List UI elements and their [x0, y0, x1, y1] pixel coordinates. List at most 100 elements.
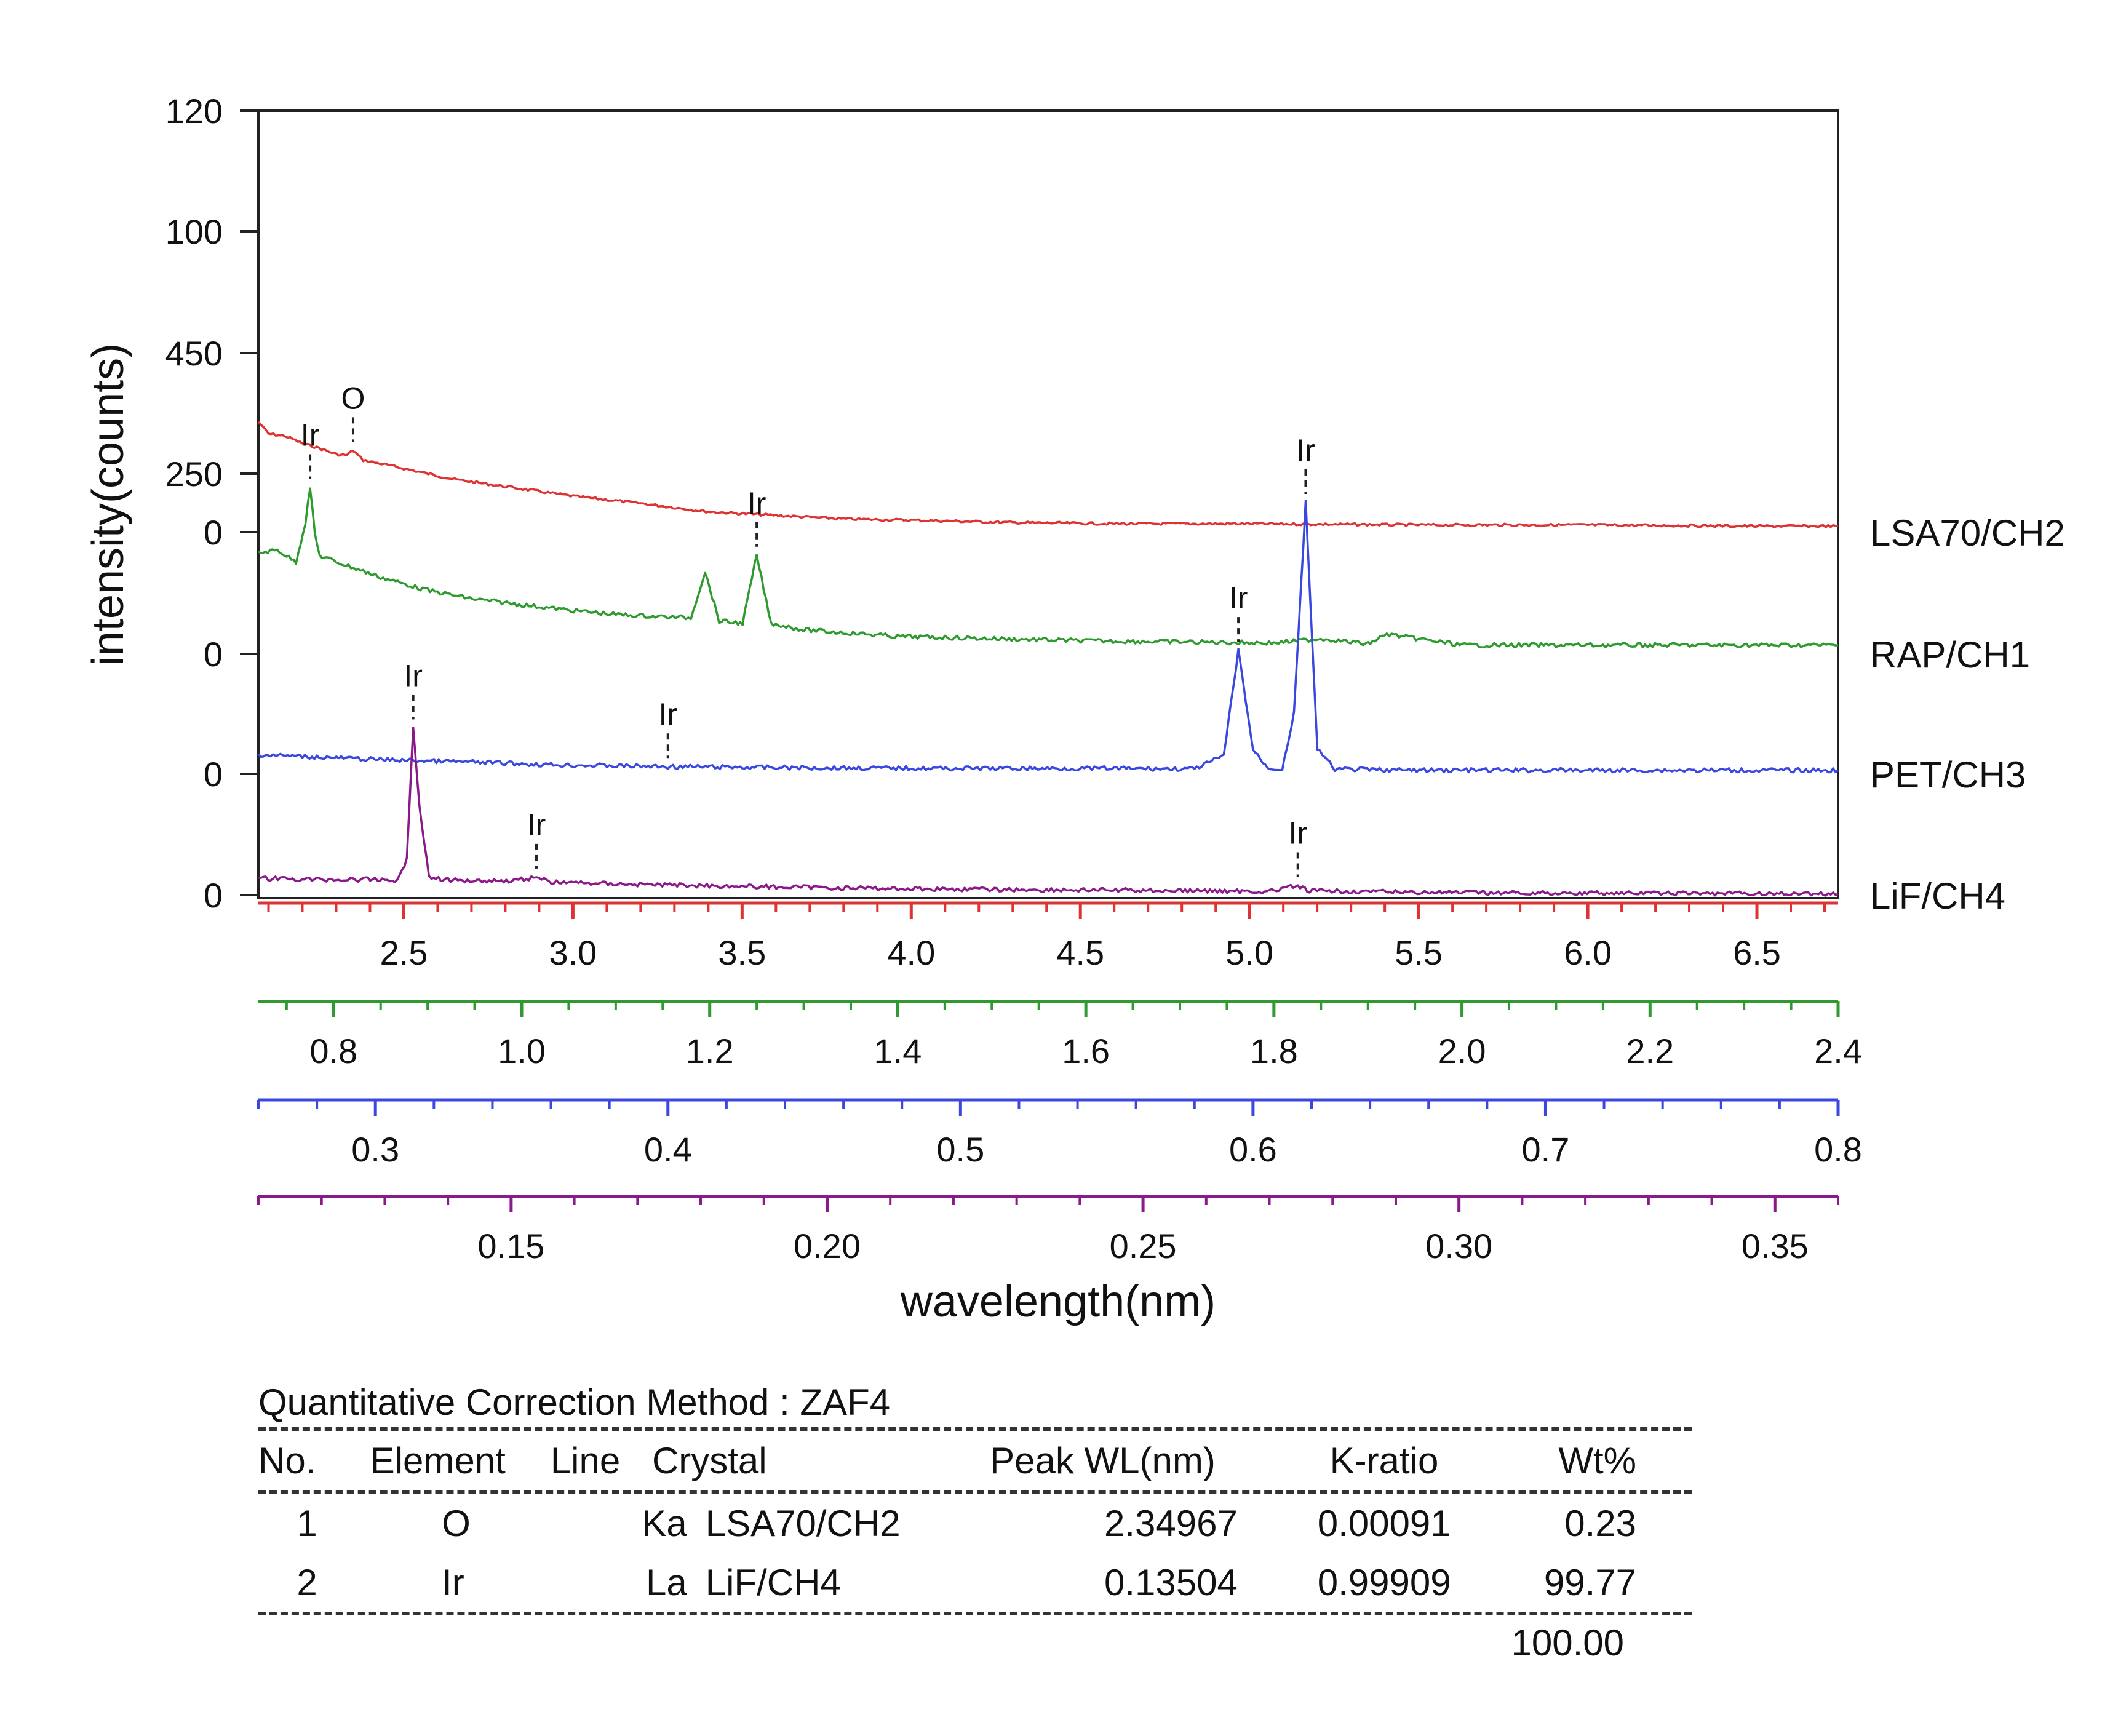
x-tick-label: 0.20	[794, 1227, 861, 1265]
x-axis-pet-ch3: 0.3 0.4 0.5 0.6 0.7 0.8	[257, 1098, 1862, 1169]
peak-label: Ir	[1229, 581, 1248, 615]
peak-label: Ir	[659, 697, 678, 731]
x-axis-lsa70-ch2: 2.5 3.0 3.5 4.0 4.5 5.0 5.5 6.0 6.5	[258, 901, 1838, 972]
peak-label: O	[341, 381, 365, 415]
x-tick-label: 0.8	[1814, 1130, 1862, 1169]
plot-frame	[257, 109, 1839, 899]
peak-label: Ir	[1288, 816, 1307, 850]
divider	[258, 1427, 1692, 1431]
cell-element: O	[442, 1502, 471, 1544]
x-axis-title: wavelength(nm)	[900, 1277, 1216, 1326]
peak-label: Ir	[1296, 433, 1315, 468]
x-tick-label: 0.6	[1229, 1130, 1277, 1169]
header-peak-wl: Peak WL(nm)	[990, 1439, 1216, 1481]
cell-wt: 0.23	[1564, 1502, 1636, 1544]
total-wt: 100.00	[1511, 1622, 1624, 1663]
divider	[258, 1612, 1692, 1615]
x-tick-label: 1.2	[686, 1032, 734, 1070]
y-tick-label: 450	[165, 334, 223, 373]
cell-no: 1	[297, 1502, 317, 1544]
cell-crystal: LiF/CH4	[705, 1561, 841, 1603]
x-tick-label: 5.0	[1225, 933, 1273, 972]
peak-annotations: Ir O Ir Ir Ir Ir Ir Ir Ir	[301, 381, 1315, 877]
y-tick-label: 0	[204, 876, 223, 915]
series-line-pet-ch3	[257, 500, 1839, 774]
results-table: No. Element Line Crystal Peak WL(nm) K-r…	[258, 1431, 1692, 1490]
x-tick-label: 2.4	[1814, 1032, 1862, 1070]
x-tick-label: 0.25	[1110, 1227, 1177, 1265]
x-tick-label: 2.2	[1626, 1032, 1674, 1070]
cell-k-ratio: 0.00091	[1317, 1502, 1451, 1544]
x-tick-label: 0.35	[1742, 1227, 1809, 1265]
divider	[258, 1490, 1692, 1494]
correction-method: Quantitative Correction Method : ZAF4	[258, 1382, 891, 1423]
y-tick-label: 0	[204, 513, 223, 552]
series-labels: LSA70/CH2 RAP/CH1 PET/CH3 LiF/CH4	[1870, 512, 2065, 917]
x-tick-label: 6.5	[1733, 933, 1781, 972]
table-header-row: No. Element Line Crystal Peak WL(nm) K-r…	[258, 1431, 1692, 1490]
x-tick-label: 2.0	[1438, 1032, 1486, 1070]
series-line-lif-ch4	[258, 727, 1839, 897]
spectrum-chart: 120 100 450 250 0 0 0 0 Ir O Ir Ir Ir Ir Ir Ir Ir LSA70…	[84, 92, 2065, 1326]
cell-wt: 99.77	[1543, 1561, 1636, 1603]
x-tick-label: 0.4	[644, 1130, 692, 1169]
x-tick-label: 0.8	[309, 1032, 357, 1070]
cell-crystal: LSA70/CH2	[705, 1502, 901, 1544]
header-k-ratio: K-ratio	[1329, 1439, 1439, 1481]
x-tick-label: 2.5	[380, 933, 428, 972]
series-label: PET/CH3	[1870, 754, 2026, 795]
series-line-rap-ch1	[258, 487, 1839, 648]
y-tick-label: 0	[204, 635, 223, 674]
x-tick-label: 1.0	[498, 1032, 546, 1070]
y-tick-label: 250	[165, 455, 223, 493]
peak-label: Ir	[527, 808, 546, 842]
cell-line: Ka	[642, 1502, 687, 1544]
x-tick-label: 0.3	[351, 1130, 399, 1169]
header-crystal: Crystal	[651, 1439, 767, 1481]
x-tick-label: 1.4	[874, 1032, 922, 1070]
x-tick-label: 4.5	[1056, 933, 1104, 972]
y-tick-label: 120	[165, 92, 223, 130]
cell-no: 2	[297, 1561, 317, 1603]
x-axis-lif-ch4: 0.15 0.20 0.25 0.30 0.35	[257, 1195, 1839, 1265]
x-tick-label: 1.6	[1062, 1032, 1110, 1070]
x-tick-label: 0.5	[936, 1130, 984, 1169]
y-axis: 120 100 450 250 0 0 0 0	[165, 92, 258, 915]
cell-peak-wl: 0.13504	[1104, 1561, 1238, 1603]
series-label: LiF/CH4	[1870, 875, 2005, 917]
x-tick-label: 1.8	[1250, 1032, 1298, 1070]
y-axis-title: intensity(counts)	[84, 343, 133, 666]
series-line-lsa70-ch2	[257, 421, 1839, 528]
cell-element: Ir	[442, 1561, 464, 1603]
x-tick-label: 3.0	[549, 933, 597, 972]
y-tick-label: 100	[165, 212, 223, 251]
x-axis-rap-ch1: 0.8 1.0 1.2 1.4 1.6 1.8 2.0 2.2 2.4	[258, 1000, 1862, 1070]
peak-label: Ir	[404, 658, 423, 693]
peak-label: Ir	[301, 418, 320, 452]
y-tick-label: 0	[204, 755, 223, 794]
x-tick-label: 5.5	[1395, 933, 1443, 972]
peak-label: Ir	[747, 486, 766, 520]
x-tick-label: 6.0	[1564, 933, 1612, 972]
header-line: Line	[550, 1439, 621, 1481]
x-axes: 2.5 3.0 3.5 4.0 4.5 5.0 5.5 6.0 6.5 0.8 1.0 1.2 1.4 1…	[257, 901, 1862, 1265]
x-tick-label: 3.5	[718, 933, 766, 972]
quantitative-results: Quantitative Correction Method : ZAF4 No…	[258, 1378, 1692, 1671]
cell-k-ratio: 0.99909	[1317, 1561, 1451, 1603]
header-wt: Wt%	[1558, 1439, 1636, 1481]
series-label: RAP/CH1	[1870, 634, 2030, 675]
table-row: 1 O Ka LSA70/CH2 2.34967 0.00091 0.23	[258, 1494, 1692, 1553]
table-row: 2 Ir La LiF/CH4 0.13504 0.99909 99.77	[258, 1553, 1692, 1612]
results-table-body: 1 O Ka LSA70/CH2 2.34967 0.00091 0.23 2 …	[258, 1494, 1692, 1612]
header-no: No.	[258, 1439, 316, 1481]
x-tick-label: 0.30	[1425, 1227, 1492, 1265]
cell-peak-wl: 2.34967	[1104, 1502, 1238, 1544]
cell-line: La	[645, 1561, 687, 1603]
x-tick-label: 4.0	[887, 933, 935, 972]
x-tick-label: 0.15	[477, 1227, 544, 1265]
header-element: Element	[370, 1439, 506, 1481]
x-tick-label: 0.7	[1522, 1130, 1570, 1169]
series-label: LSA70/CH2	[1870, 512, 2065, 554]
series-group	[257, 421, 1839, 897]
